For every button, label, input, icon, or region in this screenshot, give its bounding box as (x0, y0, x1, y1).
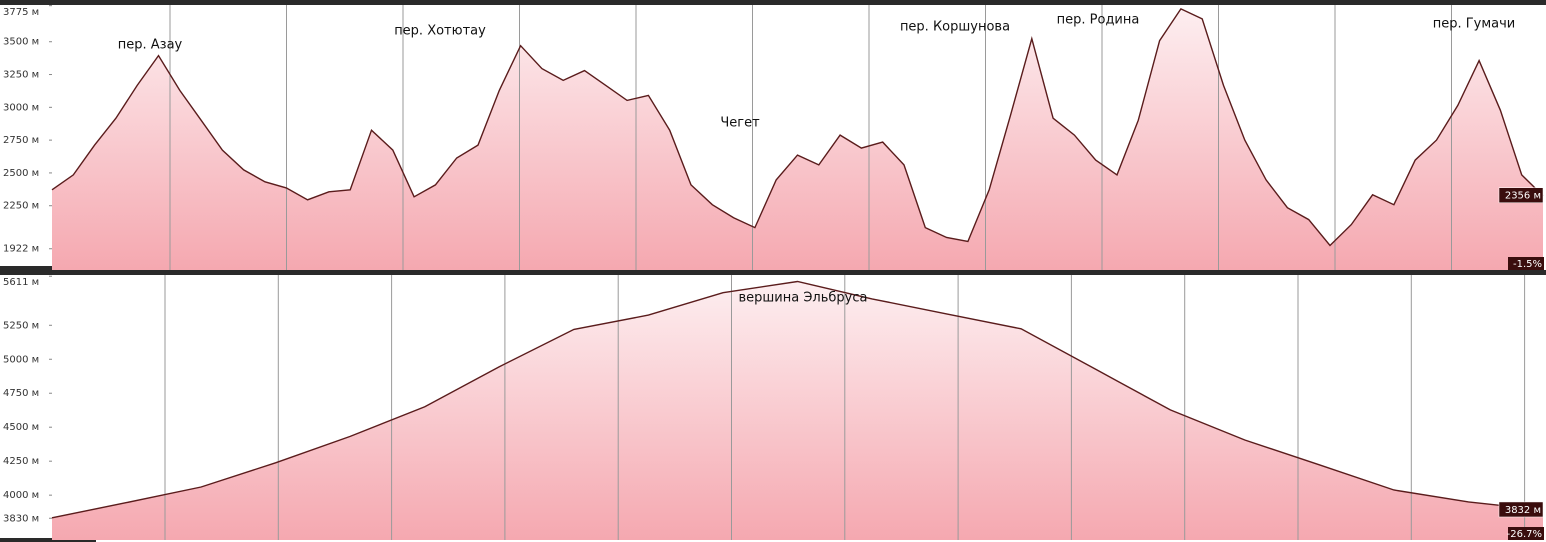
y-tick-label: 5250 м (3, 320, 39, 331)
slope-label: -1.5% (1513, 259, 1542, 270)
end-label: 2356 м (1505, 191, 1541, 202)
end-label-box (1498, 501, 1544, 518)
y-tick-label: 3000 м (3, 102, 39, 113)
slope-label-box (1508, 257, 1544, 270)
top-bar (0, 0, 1546, 5)
y-tick-label: 2750 м (3, 135, 39, 146)
annotation: вершина Эльбруса (739, 291, 868, 306)
annotation: Чегет (720, 116, 760, 131)
profile-line (51, 280, 1544, 519)
y-tick-label: 5000 м (3, 354, 39, 365)
annotation: пер. Родина (1057, 13, 1140, 28)
y-tick-label: 4250 м (3, 456, 39, 467)
annotation: пер. Азау (118, 38, 183, 53)
y-tick-label: 3830 м (3, 513, 39, 524)
profile-line (51, 8, 1544, 247)
slope-label-box (1508, 527, 1544, 540)
y-tick-label: 5611 м (3, 277, 39, 288)
y-tick-label: 4750 м (3, 388, 39, 399)
y-tick-label: 3250 м (3, 70, 39, 81)
scroll-handle (0, 538, 96, 542)
annotation: пер. Коршунова (900, 20, 1010, 35)
area (52, 8, 1543, 271)
y-tick-label: 3775 м (3, 7, 39, 18)
annotation: пер. Гумачи (1433, 17, 1516, 32)
y-tick-label: 4000 м (3, 490, 39, 501)
scroll-handle (0, 266, 96, 270)
end-label: 3832 м (1505, 505, 1541, 516)
separator (0, 270, 1546, 275)
y-tick-label: 4500 м (3, 422, 39, 433)
end-label-box (1498, 187, 1544, 203)
area (52, 281, 1543, 540)
y-tick-label: 3500 м (3, 37, 39, 48)
y-tick-label: 2500 м (3, 168, 39, 179)
slope-label: -26.7% (1507, 529, 1542, 540)
y-tick-label: 2250 м (3, 201, 39, 212)
annotation: пер. Хотютау (394, 24, 486, 39)
y-tick-label: 1922 м (3, 244, 39, 255)
